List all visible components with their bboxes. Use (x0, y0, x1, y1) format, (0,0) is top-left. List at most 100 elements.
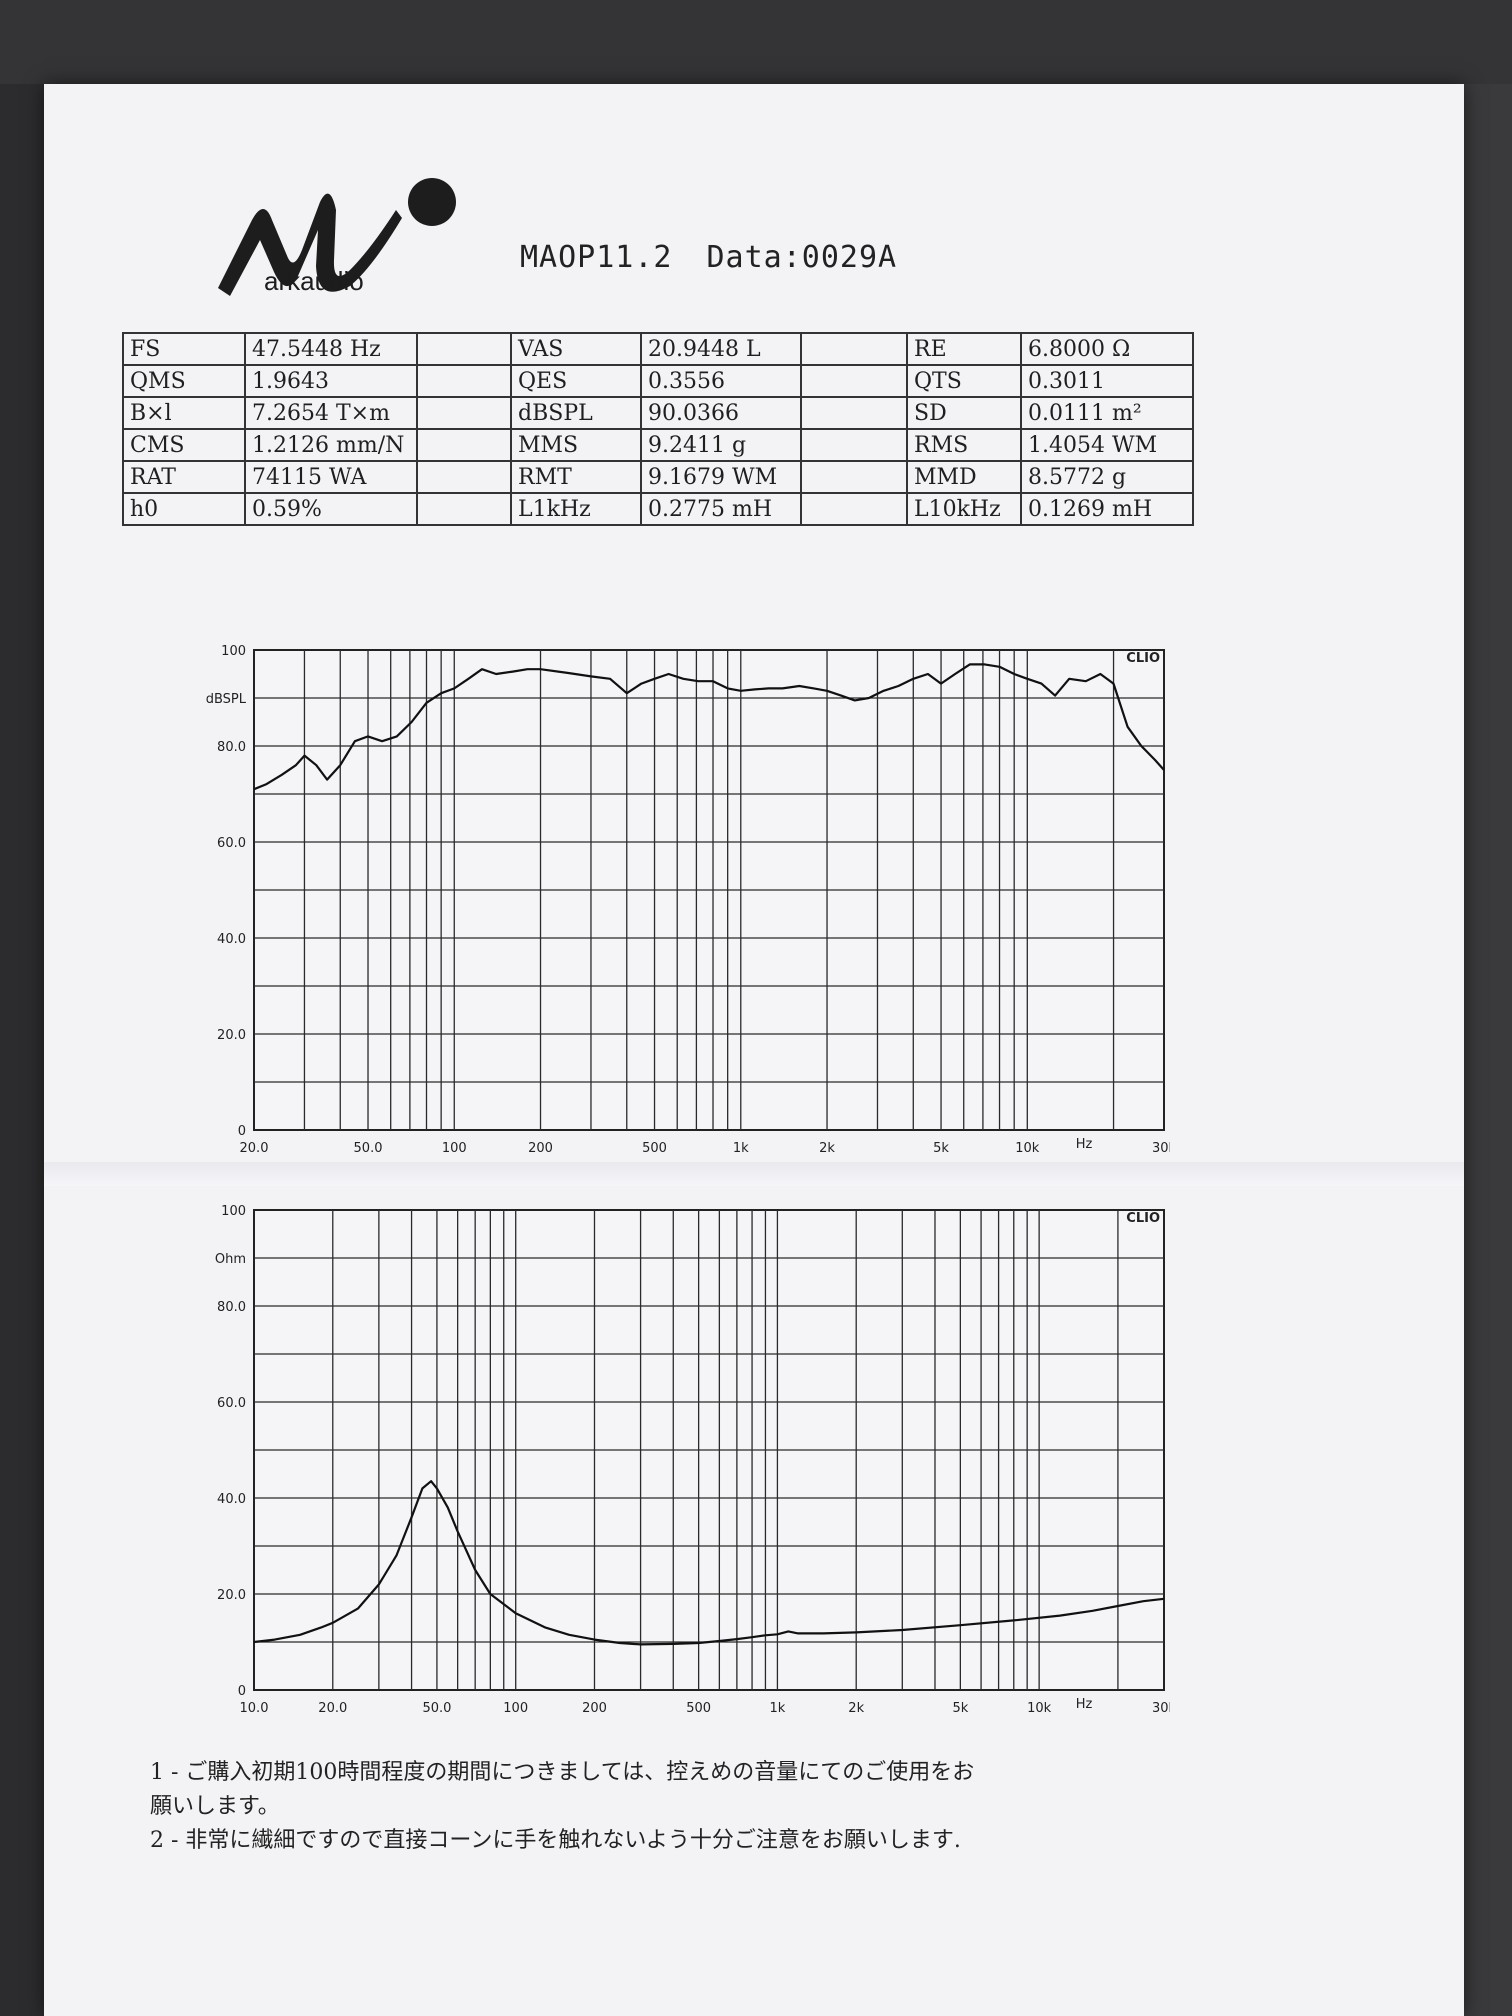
impedance-chart-svg: 100 80.0 60.0 40.0 20.0 0 Ohm 10.0 20.0 50.0 100 20… (215, 1204, 1170, 1716)
param-label: RE (906, 332, 1022, 366)
note-1: 1 - ご購入初期100時間程度の期間につきましては、控えめの音量にてのご使用を… (150, 1760, 975, 1785)
x-tick-label: 1k (770, 1701, 786, 1716)
y-tick-label: 80.0 (217, 1300, 246, 1315)
param-spacer (416, 428, 512, 462)
x-tick-label: 20.0 (240, 1141, 269, 1156)
series-line (253, 1480, 1165, 1646)
param-label: dBSPL (510, 396, 642, 430)
x-tick-label: 30k (1152, 1701, 1170, 1716)
parameter-rows: FS 47.5448 Hz VAS 20.9448 L RE 6.8000 Ω QMS 1.9… (122, 332, 1194, 526)
param-value: 9.1679 WM (640, 460, 802, 494)
floor-tile-top (0, 0, 1512, 84)
param-value: 0.2775 mH (640, 492, 802, 526)
param-value: 1.4054 WM (1020, 428, 1194, 462)
param-value: 47.5448 Hz (244, 332, 418, 366)
y-tick-label: 20.0 (217, 1028, 246, 1043)
param-label: MMS (510, 428, 642, 462)
logo-text: arkaudio (264, 266, 364, 296)
param-value: 7.2654 T×m (244, 396, 418, 430)
x-tick-label: 100 (442, 1141, 467, 1156)
param-label: QTS (906, 364, 1022, 398)
param-value: 8.5772 g (1020, 460, 1194, 494)
markaudio-logo: arkaudio (200, 90, 460, 300)
x-axis-label: Hz (1076, 1137, 1093, 1152)
spl-chart-svg: 100 80.0 60.0 40.0 20.0 0 dBSPL 20.0 50.0 100 200 5… (206, 644, 1170, 1156)
param-value: 0.3011 (1020, 364, 1194, 398)
param-value: 0.59% (244, 492, 418, 526)
param-label: VAS (510, 332, 642, 366)
clio-brand-label: CLIO (1126, 1211, 1160, 1226)
param-value: 1.2126 mm/N (244, 428, 418, 462)
x-tick-label: 50.0 (354, 1141, 383, 1156)
param-spacer (800, 396, 908, 430)
param-spacer (416, 460, 512, 494)
param-spacer (800, 364, 908, 398)
y-tick-label: 80.0 (217, 740, 246, 755)
x-tick-label: 2k (848, 1701, 864, 1716)
param-spacer (800, 492, 908, 526)
x-axis-label: Hz (1076, 1697, 1093, 1712)
param-label: CMS (122, 428, 246, 462)
logo-m-mark (218, 193, 402, 296)
spl-chart: 100 80.0 60.0 40.0 20.0 0 dBSPL 20.0 50.0 100 200 5… (180, 636, 1170, 1176)
x-tick-label: 30k (1152, 1141, 1170, 1156)
param-label: QMS (122, 364, 246, 398)
param-value: 6.8000 Ω (1020, 332, 1194, 366)
y-tick-label: 0 (238, 1684, 246, 1699)
x-tick-label: 1k (733, 1141, 749, 1156)
param-spacer (800, 460, 908, 494)
x-tick-label: 200 (528, 1141, 553, 1156)
param-spacer (416, 332, 512, 366)
clio-brand-label: CLIO (1126, 651, 1160, 666)
param-value: 0.0111 m² (1020, 396, 1194, 430)
param-spacer (416, 396, 512, 430)
param-value: 20.9448 L (640, 332, 802, 366)
document-title: MAOP11.2 Data:0029A (520, 240, 931, 275)
y-tick-label: 100 (221, 644, 246, 659)
param-row: QMS 1.9643 QES 0.3556 QTS 0.3011 (122, 364, 1194, 398)
param-row: FS 47.5448 Hz VAS 20.9448 L RE 6.8000 Ω (122, 332, 1194, 366)
param-label: L10kHz (906, 492, 1022, 526)
data-id: Data:0029A (706, 240, 898, 275)
param-label: RMT (510, 460, 642, 494)
x-tick-label: 5k (952, 1701, 968, 1716)
floor-tile-left (0, 0, 44, 2016)
x-tick-label: 10k (1015, 1141, 1040, 1156)
x-tick-label: 10k (1027, 1701, 1052, 1716)
param-label: MMD (906, 460, 1022, 494)
param-value: 0.1269 mH (1020, 492, 1194, 526)
param-spacer (800, 332, 908, 366)
param-spacer (800, 428, 908, 462)
note-2: 2 - 非常に繊細ですので直接コーンに手を触れないよう十分ご注意をお願いします. (150, 1828, 961, 1853)
param-label: QES (510, 364, 642, 398)
y-tick-label: 20.0 (217, 1588, 246, 1603)
param-value: 0.3556 (640, 364, 802, 398)
note-1-cont: 願いします。 (150, 1794, 280, 1819)
param-value: 1.9643 (244, 364, 418, 398)
x-tick-label: 10.0 (240, 1701, 269, 1716)
y-tick-label: 0 (238, 1124, 246, 1139)
param-label: L1kHz (510, 492, 642, 526)
param-spacer (416, 364, 512, 398)
param-label: RMS (906, 428, 1022, 462)
y-axis-label: dBSPL (206, 692, 247, 707)
y-tick-label: 40.0 (217, 932, 246, 947)
x-tick-label: 2k (819, 1141, 835, 1156)
param-value: 9.2411 g (640, 428, 802, 462)
param-spacer (416, 492, 512, 526)
x-tick-label: 500 (686, 1701, 711, 1716)
x-tick-label: 50.0 (422, 1701, 451, 1716)
logo-graphic: arkaudio (218, 178, 456, 296)
x-tick-label: 500 (642, 1141, 667, 1156)
x-tick-label: 100 (503, 1701, 528, 1716)
x-tick-label: 200 (582, 1701, 607, 1716)
y-axis-label: Ohm (215, 1252, 246, 1267)
param-label: FS (122, 332, 246, 366)
y-tick-label: 60.0 (217, 1396, 246, 1411)
param-label: h0 (122, 492, 246, 526)
param-row: RAT 74115 WA RMT 9.1679 WM MMD 8.5772 g (122, 460, 1194, 494)
param-row: B×l 7.2654 T×m dBSPL 90.0366 SD 0.0111 m² (122, 396, 1194, 430)
param-value: 74115 WA (244, 460, 418, 494)
param-row: h0 0.59% L1kHz 0.2775 mH L10kHz 0.1269 mH (122, 492, 1194, 526)
usage-notes: 1 - ご購入初期100時間程度の期間につきましては、控えめの音量にてのご使用を… (150, 1756, 1270, 1858)
